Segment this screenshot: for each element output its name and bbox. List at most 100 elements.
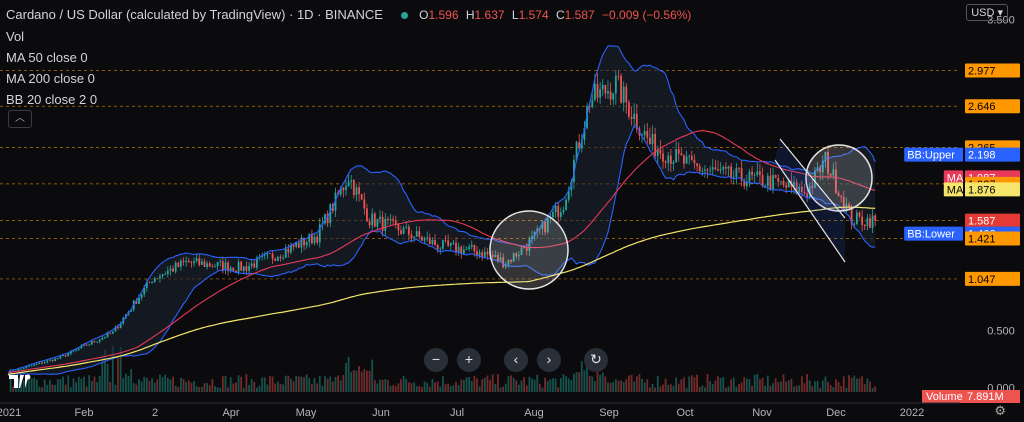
- indicator-ma200[interactable]: MA 200 close 0: [6, 71, 95, 86]
- volume-bar: [145, 377, 148, 392]
- candle-body: [208, 263, 211, 267]
- candle-body: [62, 355, 64, 357]
- zoom-out-button[interactable]: −: [424, 348, 448, 372]
- volume-bars: [9, 346, 877, 392]
- volume-bar: [402, 375, 405, 392]
- volume-bar: [130, 369, 133, 392]
- volume-bar: [35, 379, 38, 392]
- volume-bar: [677, 383, 680, 392]
- currency-select[interactable]: USD ▾: [966, 4, 1008, 21]
- candle-body: [669, 155, 672, 164]
- volume-bar: [269, 375, 271, 392]
- volume-bar: [853, 375, 856, 392]
- volume-bar: [418, 385, 421, 392]
- candle-body: [38, 362, 41, 364]
- indicator-vol[interactable]: Vol: [6, 29, 25, 44]
- indicator-bb[interactable]: BB 20 close 2 0: [6, 92, 98, 107]
- candle-body: [164, 274, 167, 275]
- candle-body: [664, 161, 667, 163]
- candle-body: [206, 263, 209, 267]
- candle-body: [400, 230, 402, 234]
- volume-bar: [211, 379, 214, 392]
- volume-bar: [455, 381, 457, 392]
- candle-body: [677, 149, 680, 154]
- candle-body: [554, 206, 557, 213]
- volume-bar: [85, 386, 88, 392]
- chevron-up-icon[interactable]: ︿: [8, 110, 32, 128]
- scroll-back-button[interactable]: ‹: [504, 348, 528, 372]
- x-tick-label: Oct: [676, 407, 693, 419]
- candle-body: [462, 249, 465, 254]
- candle-body: [274, 258, 277, 261]
- volume-bar: [187, 380, 190, 392]
- candle-body: [840, 196, 843, 198]
- volume-bar: [200, 386, 203, 392]
- reset-chart-button[interactable]: ↻: [584, 348, 608, 372]
- candle-body: [46, 360, 49, 363]
- candle-body: [434, 239, 436, 246]
- candle-body: [415, 231, 418, 237]
- volume-bar: [874, 386, 877, 392]
- volume-bar: [573, 373, 575, 392]
- gear-icon[interactable]: ⚙: [994, 403, 1006, 418]
- candle-body: [156, 278, 159, 280]
- volume-bar: [646, 379, 649, 392]
- candle-body: [704, 169, 706, 171]
- volume-bar: [669, 384, 672, 392]
- candle-body: [829, 173, 832, 176]
- chart-navigation-toolbar: − + ‹ › ↻: [424, 348, 617, 372]
- candle-body: [269, 253, 271, 254]
- volume-bar: [67, 375, 70, 392]
- volume-bar: [567, 378, 570, 392]
- volume-bar: [423, 381, 426, 392]
- candle-body: [827, 151, 829, 174]
- candle-body: [282, 257, 284, 259]
- volume-bar: [311, 384, 313, 392]
- candle-body: [861, 216, 864, 225]
- price-tag-value: 1.047: [968, 274, 996, 286]
- symbol-title[interactable]: Cardano / US Dollar (calculated by Tradi…: [6, 7, 383, 22]
- volume-bar: [821, 380, 824, 392]
- candle-body: [371, 213, 374, 226]
- volume-bar: [622, 381, 625, 392]
- price-tag: [965, 63, 1020, 78]
- candle-body: [821, 160, 824, 173]
- zoom-in-button[interactable]: +: [457, 348, 481, 372]
- volume-bar: [104, 349, 106, 392]
- candle-body: [200, 261, 203, 265]
- volume-bar: [735, 386, 738, 392]
- volume-bar: [869, 381, 871, 392]
- volume-bar: [198, 387, 201, 392]
- candle-body: [67, 353, 70, 357]
- candle-body: [486, 251, 489, 255]
- volume-bar: [816, 380, 819, 392]
- volume-bar: [829, 385, 832, 392]
- volume-bar: [672, 386, 675, 392]
- scroll-forward-button[interactable]: ›: [537, 348, 561, 372]
- candle-body: [232, 267, 235, 271]
- candle-body: [358, 187, 360, 195]
- volume-bar: [235, 382, 237, 392]
- volume-bar: [562, 374, 565, 392]
- candle-body: [593, 84, 596, 100]
- volume-bar: [866, 378, 869, 392]
- price-change: −0.009 (−0.56%): [602, 8, 692, 22]
- price-tag-value: 2.198: [968, 150, 996, 162]
- volume-bar: [421, 387, 423, 392]
- volume-bar: [342, 374, 345, 392]
- candle-body: [478, 252, 481, 256]
- channel-fill: [775, 139, 845, 262]
- annotations: [489, 138, 873, 290]
- candle-body: [98, 339, 101, 342]
- volume-bar: [426, 382, 429, 392]
- candle-body: [850, 206, 853, 225]
- candle-body: [33, 364, 36, 366]
- candle-body: [659, 149, 662, 154]
- volume-bar: [607, 382, 609, 392]
- candle-body: [166, 270, 169, 275]
- indicator-ma50[interactable]: MA 50 close 0: [6, 50, 88, 65]
- candle-body: [290, 244, 292, 253]
- candle-body: [753, 175, 756, 176]
- candle-body: [853, 223, 856, 225]
